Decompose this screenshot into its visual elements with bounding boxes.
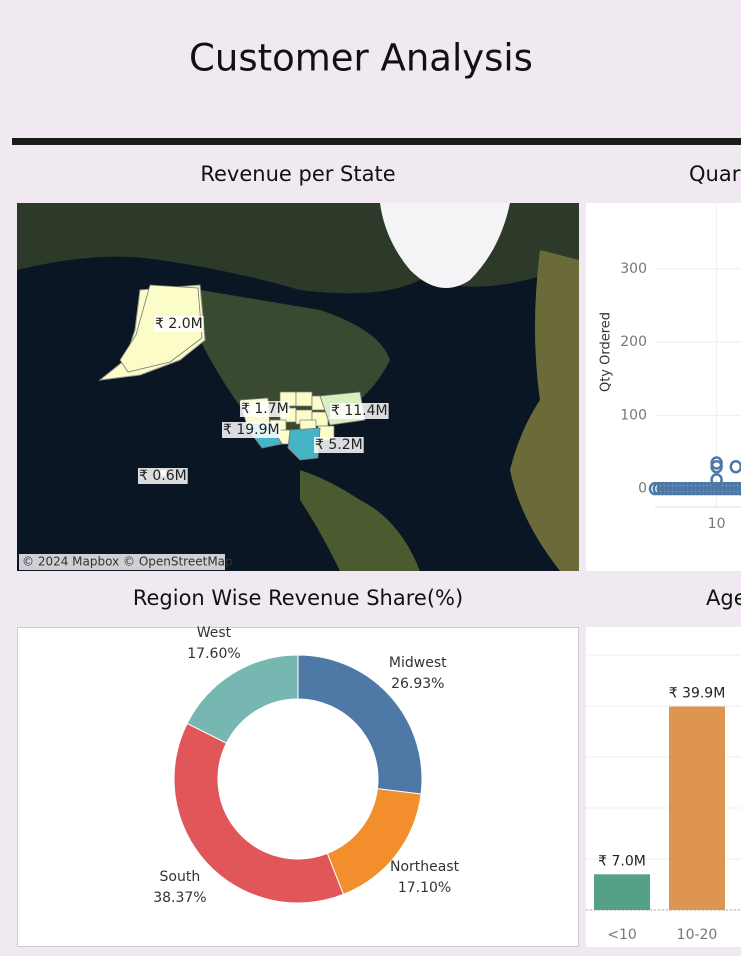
x-tick-label: <10 [607, 927, 637, 943]
slice-label: South [160, 869, 201, 885]
point [694, 481, 708, 496]
chart-title: Quar [689, 162, 741, 186]
point [691, 481, 704, 496]
slice-label: Midwest [389, 655, 447, 671]
label-bg [240, 401, 290, 417]
bar-chart: Age ₹ 7.0M <10 ₹ 39.9M 10-20 [586, 586, 741, 943]
point [652, 481, 666, 496]
point [710, 459, 723, 474]
map-value-label: ₹ 19.9M [223, 422, 280, 438]
point [710, 481, 723, 496]
label-bg [154, 316, 204, 332]
divider [12, 138, 741, 145]
state-shape [295, 391, 313, 407]
point [721, 481, 735, 496]
label-bg [330, 403, 389, 419]
point [648, 481, 662, 496]
map-layer: © 2024 Mapbox © OpenStreetMap ₹ 2.0M ₹ 1.7… [19, 284, 389, 570]
y-tick-label: 200 [620, 334, 647, 350]
label-bg [138, 468, 188, 484]
map-attribution: © 2024 Mapbox © OpenStreetMap [22, 555, 233, 569]
point [679, 481, 693, 496]
slice-value: 26.93% [391, 676, 444, 692]
point [668, 481, 681, 496]
y-tick-label: 300 [620, 261, 647, 277]
point [687, 481, 700, 496]
y-tick-label: 0 [638, 481, 647, 497]
point [710, 473, 723, 487]
point [702, 481, 716, 496]
dashboard-title: Customer Analysis [189, 37, 533, 80]
map-value-label: ₹ 11.4M [331, 403, 388, 419]
scatter: Quar 0 100 200 300 10 Qty Ordered [599, 162, 741, 532]
pie-slice [173, 722, 345, 904]
pie-slice [186, 654, 299, 744]
map-value-label: ₹ 1.7M [241, 401, 289, 417]
slice-label: Northeast [390, 859, 460, 875]
slice-value: 17.10% [398, 880, 451, 896]
state-region [287, 427, 321, 461]
map [17, 203, 579, 571]
y-axis-label: Qty Ordered [599, 312, 614, 392]
point [737, 482, 741, 495]
chart-title: Age [706, 586, 741, 610]
slice-label: West [197, 625, 232, 641]
point [671, 481, 685, 496]
bar-value-label: ₹ 7.0M [598, 853, 646, 869]
x-tick-label: 10 [708, 516, 726, 532]
scatter-bg [586, 203, 741, 571]
chart-title: Revenue per State [200, 162, 395, 186]
map-value-label: ₹ 5.2M [315, 437, 363, 453]
x-tick-label: 10-20 [677, 927, 718, 943]
point [664, 481, 677, 496]
point [718, 481, 731, 496]
map-value-label: ₹ 2.0M [155, 316, 203, 332]
bar-value-label: ₹ 39.9M [669, 686, 726, 702]
point [733, 481, 741, 496]
point [675, 481, 689, 496]
point [683, 481, 696, 496]
label-bg [222, 422, 281, 438]
point [656, 481, 669, 496]
point [725, 481, 739, 496]
y-tick-label: 100 [620, 407, 647, 423]
slice-value: 38.37% [153, 890, 206, 906]
bar [669, 706, 725, 910]
slice-value: 17.60% [187, 646, 240, 662]
bar [594, 874, 650, 910]
chart-title: Region Wise Revenue Share(%) [133, 586, 463, 610]
point [698, 481, 712, 496]
attribution-bg [19, 554, 225, 570]
label-bg [314, 437, 364, 453]
point [660, 481, 673, 496]
map-value-label: ₹ 0.6M [139, 468, 187, 484]
